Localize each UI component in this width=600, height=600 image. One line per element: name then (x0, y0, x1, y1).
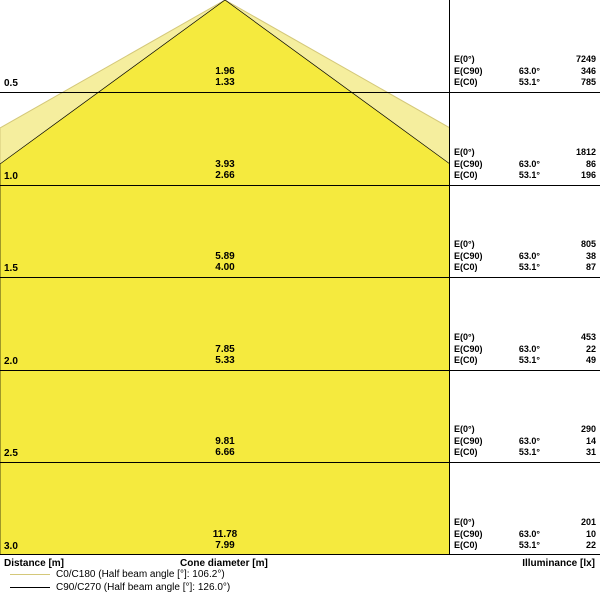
cone-diameter-value: 3.932.66 (0, 159, 450, 181)
illuminance-line: E(0°)453 (454, 332, 596, 344)
row-divider (0, 185, 600, 186)
illuminance-line: E(C90)63.0°86 (454, 159, 596, 171)
illuminance-line: E(C0)53.1°22 (454, 540, 596, 552)
illuminance-line: E(C0)53.1°785 (454, 77, 596, 89)
row-divider (0, 370, 600, 371)
illuminance-line: E(C0)53.1°87 (454, 262, 596, 274)
illuminance-line: E(C0)53.1°196 (454, 170, 596, 182)
cone-diameter-value: 11.787.99 (0, 529, 450, 551)
legend-item: C0/C180 (Half beam angle [°]: 106.2°) (10, 569, 230, 580)
illuminance-block: E(0°)805E(C90)63.0°38E(C0)53.1°87 (454, 239, 596, 274)
illuminance-line: E(0°)805 (454, 239, 596, 251)
illuminance-line: E(C90)63.0°38 (454, 251, 596, 263)
illuminance-line: E(0°)290 (454, 424, 596, 436)
cone-diameter-value: 7.855.33 (0, 344, 450, 366)
cone-diameter-value: 1.961.33 (0, 66, 450, 88)
cone-diagram-container: 0.51.961.33E(0°)7249E(C90)63.0°346E(C0)5… (0, 0, 600, 600)
illuminance-block: E(0°)290E(C90)63.0°14E(C0)53.1°31 (454, 424, 596, 459)
illuminance-line: E(C0)53.1°49 (454, 355, 596, 367)
cone-diameter-value: 9.816.66 (0, 436, 450, 458)
legend-swatch (10, 574, 50, 575)
illuminance-line: E(0°)1812 (454, 147, 596, 159)
illuminance-line: E(0°)201 (454, 517, 596, 529)
legend-swatch (10, 587, 50, 588)
row-divider (0, 462, 600, 463)
illuminance-block: E(0°)7249E(C90)63.0°346E(C0)53.1°785 (454, 54, 596, 89)
illuminance-line: E(C0)53.1°31 (454, 447, 596, 459)
illuminance-line: E(C90)63.0°22 (454, 344, 596, 356)
illuminance-block: E(0°)453E(C90)63.0°22E(C0)53.1°49 (454, 332, 596, 367)
axis-cone: Cone diameter [m] (180, 558, 268, 569)
illuminance-line: E(C90)63.0°10 (454, 529, 596, 541)
illuminance-line: E(C90)63.0°346 (454, 66, 596, 78)
axis-distance: Distance [m] (4, 558, 64, 569)
cone-diameter-value: 5.894.00 (0, 251, 450, 273)
illuminance-line: E(0°)7249 (454, 54, 596, 66)
row-divider (0, 92, 600, 93)
illuminance-block: E(0°)1812E(C90)63.0°86E(C0)53.1°196 (454, 147, 596, 182)
illuminance-block: E(0°)201E(C90)63.0°10E(C0)53.1°22 (454, 517, 596, 552)
legend-label: C90/C270 (Half beam angle [°]: 126.0°) (56, 582, 230, 593)
legend: C0/C180 (Half beam angle [°]: 106.2°) C90… (10, 569, 230, 595)
row-divider (0, 277, 600, 278)
illuminance-line: E(C90)63.0°14 (454, 436, 596, 448)
legend-label: C0/C180 (Half beam angle [°]: 106.2°) (56, 569, 225, 580)
axis-illuminance: Illuminance [lx] (522, 558, 595, 569)
legend-item: C90/C270 (Half beam angle [°]: 126.0°) (10, 582, 230, 593)
